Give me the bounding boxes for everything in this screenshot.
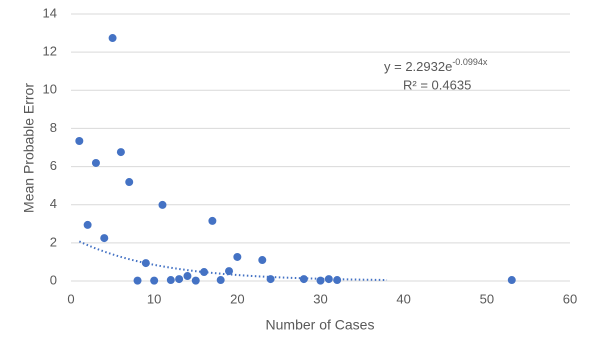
equation-exponent: -0.0994x: [452, 57, 488, 67]
y-tick-label: 0: [50, 272, 57, 287]
equation-base: y = 2.2932e: [384, 59, 452, 74]
point: [216, 276, 225, 285]
x-tick-label: 30: [313, 291, 327, 306]
point: [258, 256, 267, 265]
y-tick-label: 4: [50, 196, 57, 211]
x-axis-title: Number of Cases: [266, 317, 375, 333]
y-tick-label: 8: [50, 120, 57, 135]
x-tick-label: 0: [67, 291, 74, 306]
y-tick-label: 6: [50, 158, 57, 173]
r-squared: R² = 0.4635: [403, 77, 471, 92]
point: [333, 276, 342, 285]
point: [233, 252, 242, 261]
point: [324, 275, 333, 284]
point: [183, 272, 192, 281]
x-tick-label: 50: [480, 291, 494, 306]
point: [225, 267, 234, 276]
point: [507, 276, 516, 285]
y-axis-title: Mean Probable Error: [21, 83, 37, 213]
point: [266, 275, 275, 284]
point: [166, 276, 175, 285]
x-tick-label: 20: [230, 291, 244, 306]
point: [200, 268, 209, 277]
point: [175, 275, 184, 284]
x-tick-label: 60: [563, 291, 577, 306]
point: [91, 158, 100, 167]
y-tick-label: 12: [43, 44, 57, 59]
point: [316, 276, 325, 285]
y-tick-label: 10: [43, 82, 57, 97]
point: [208, 216, 217, 225]
point: [141, 259, 150, 268]
point: [299, 275, 308, 284]
x-tick-label: 10: [147, 291, 161, 306]
point: [116, 148, 125, 157]
y-tick-label: 2: [50, 234, 57, 249]
point: [75, 137, 84, 146]
point: [158, 200, 167, 209]
y-tick-label: 14: [43, 5, 57, 20]
point: [125, 178, 134, 187]
point: [108, 34, 117, 43]
x-tick-label: 40: [396, 291, 410, 306]
point: [83, 220, 92, 229]
trendline-equation: y = 2.2932e-0.0994x: [384, 57, 488, 74]
point: [133, 276, 142, 285]
point: [100, 234, 109, 243]
point: [150, 276, 159, 285]
point: [191, 276, 200, 285]
